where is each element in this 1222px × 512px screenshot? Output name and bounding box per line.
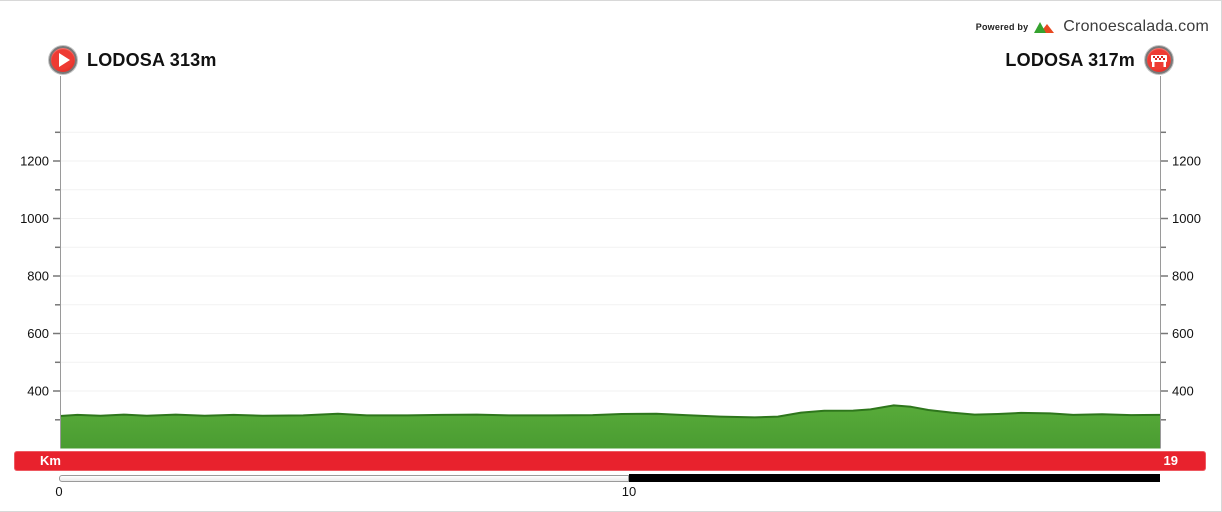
- scale-label-start: 0: [55, 484, 63, 499]
- km-bar-end-value: 19: [1163, 453, 1178, 468]
- scale-slider-fill[interactable]: [629, 474, 1160, 482]
- km-bar: Km 19: [14, 451, 1206, 471]
- cronoescalada-logo-icon: [1034, 21, 1057, 34]
- scale-slider-track[interactable]: [59, 475, 629, 482]
- scale-label-mid: 10: [621, 484, 637, 499]
- svg-text:600: 600: [1172, 326, 1194, 341]
- svg-text:1200: 1200: [1172, 154, 1201, 169]
- powered-by-label: Powered by: [975, 22, 1029, 32]
- brand-link[interactable]: Cronoescalada.com: [1063, 18, 1209, 35]
- start-label: LODOSA 313m: [87, 49, 217, 70]
- finish-flag-icon: [1145, 46, 1173, 74]
- km-bar-label: Km: [40, 453, 61, 468]
- powered-by: Powered by Cronoescalada.com: [976, 18, 1209, 36]
- svg-text:400: 400: [27, 384, 49, 399]
- svg-text:800: 800: [27, 269, 49, 284]
- finish-label: LODOSA 317m: [1005, 49, 1135, 70]
- svg-text:1000: 1000: [1172, 211, 1201, 226]
- start-marker: LODOSA 313m: [49, 46, 217, 74]
- svg-text:400: 400: [1172, 384, 1194, 399]
- svg-text:800: 800: [1172, 269, 1194, 284]
- finish-marker: LODOSA 317m: [1005, 46, 1173, 74]
- svg-text:1000: 1000: [20, 211, 49, 226]
- svg-text:600: 600: [27, 326, 49, 341]
- svg-text:1200: 1200: [20, 154, 49, 169]
- play-triangle-icon: [59, 53, 70, 67]
- start-play-icon: [49, 46, 77, 74]
